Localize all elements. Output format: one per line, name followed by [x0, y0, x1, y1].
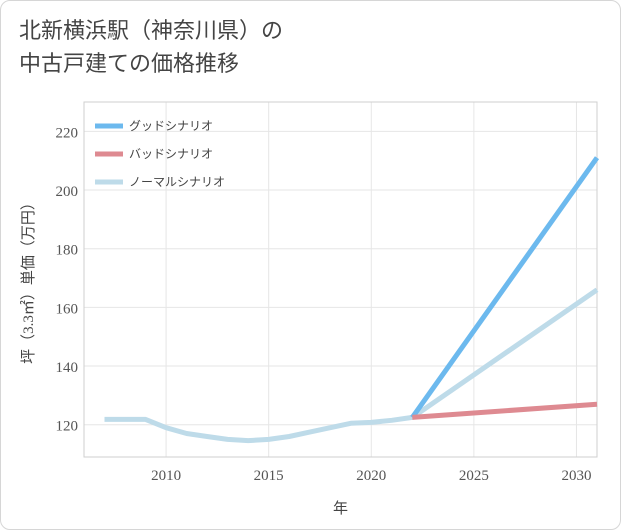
y-tick-label-120: 120	[56, 419, 79, 435]
x-axis-title: 年	[333, 500, 348, 517]
legend-label-good: グッドシナリオ	[129, 119, 213, 133]
series-line-normal	[104, 287, 599, 444]
y-tick-labels: 120 140 160 180 200 220	[56, 125, 79, 434]
x-tick-label-2030: 2030	[561, 468, 591, 484]
chart-title-line-2: 中古戸建ての価格推移	[19, 52, 240, 77]
series-lines	[104, 156, 600, 444]
series-line-good	[410, 156, 600, 419]
x-tick-label-2025: 2025	[459, 468, 489, 484]
x-tick-labels: 2010 2015 2020 2025 2030	[151, 468, 591, 484]
legend-label-bad: バッドシナリオ	[129, 147, 213, 161]
y-tick-label-180: 180	[56, 243, 79, 259]
y-tick-label-140: 140	[56, 360, 79, 376]
y-tick-label-220: 220	[56, 125, 79, 141]
series-line-bad	[412, 401, 598, 420]
y-tick-label-160: 160	[56, 301, 79, 317]
chart-title-line-1: 北新横浜駅（神奈川県）の	[19, 19, 284, 44]
x-tick-label-2010: 2010	[151, 468, 181, 484]
y-tick-label-200: 200	[56, 184, 79, 200]
x-tick-label-2015: 2015	[254, 468, 284, 484]
y-axis-title: 坪（3.3㎡）単価（万円）	[20, 195, 37, 364]
plot-area	[83, 101, 598, 458]
chart-title: 北新横浜駅（神奈川県）の 中古戸建ての価格推移	[19, 15, 419, 81]
grid-lines	[84, 102, 597, 457]
legend-label-normal: ノーマルシナリオ	[129, 175, 225, 189]
x-tick-label-2020: 2020	[356, 468, 386, 484]
